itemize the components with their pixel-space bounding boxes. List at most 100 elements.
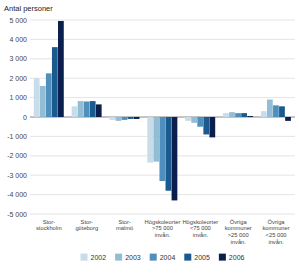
x-tick-label-line: invån. bbox=[155, 232, 171, 238]
x-tick-label-line: Stor- bbox=[118, 219, 131, 225]
x-tick-label-line: Övriga bbox=[230, 219, 248, 225]
bar bbox=[134, 117, 140, 119]
legend-item: 2003 bbox=[115, 254, 141, 262]
x-tick-label: Övrigakommuner>25 000invån. bbox=[225, 219, 252, 245]
grid-line bbox=[30, 39, 295, 40]
bar bbox=[166, 117, 172, 191]
x-tick-label-line: malmö bbox=[116, 225, 133, 231]
bar bbox=[229, 112, 235, 117]
y-tick-label: 3 000 bbox=[9, 55, 27, 62]
bar bbox=[203, 117, 209, 134]
x-tick-label: Stor-stockholm bbox=[36, 219, 62, 232]
legend-item: 2002 bbox=[81, 254, 107, 262]
x-tick-label-line: <25 000 bbox=[266, 232, 287, 238]
bar bbox=[46, 73, 52, 117]
y-ticks: -5 000 -4 000 -3 000 -2 000 -1 000 0 1 000 2 00… bbox=[7, 17, 27, 218]
bar bbox=[78, 101, 84, 117]
y-axis-label: Antal personer bbox=[4, 4, 53, 13]
grid-line bbox=[30, 20, 295, 21]
grid-line bbox=[30, 194, 295, 195]
bar bbox=[172, 117, 178, 200]
bar bbox=[223, 113, 229, 117]
legend-item: 2006 bbox=[219, 254, 245, 262]
bar bbox=[84, 101, 90, 117]
bar bbox=[116, 117, 122, 121]
bar bbox=[159, 117, 165, 181]
x-tick-label-line: stockholm bbox=[36, 225, 62, 231]
y-tick-label: -4 000 bbox=[7, 191, 27, 198]
bar bbox=[185, 117, 191, 121]
chart: -5 000 -4 000 -3 000 -2 000 -1 000 0 1 000 2 00… bbox=[0, 0, 299, 279]
legend-label: 2002 bbox=[91, 254, 107, 261]
legend: 2002 2003 2004 2005 2006 bbox=[81, 254, 245, 262]
bar bbox=[52, 47, 58, 117]
legend-swatch bbox=[184, 254, 191, 261]
bar bbox=[40, 86, 46, 117]
grid-line bbox=[30, 78, 295, 79]
x-tick-label-line: kommuner bbox=[225, 225, 252, 231]
x-tick-label-line: invån. bbox=[268, 239, 284, 245]
y-tick-label: 0 bbox=[23, 114, 27, 121]
grid-line bbox=[30, 214, 295, 215]
bar bbox=[235, 113, 241, 117]
x-tick-label: Högskoleorter<75 000invån. bbox=[182, 219, 218, 238]
x-tick-label-line: >75 000 bbox=[152, 225, 173, 231]
grid-line bbox=[30, 97, 295, 98]
legend-item: 2004 bbox=[150, 254, 176, 262]
bar bbox=[273, 105, 279, 117]
bar bbox=[34, 78, 40, 117]
y-tick-label: 4 000 bbox=[9, 36, 27, 43]
y-tick-label: 2 000 bbox=[9, 75, 27, 82]
x-tick-label: Stor-malmö bbox=[116, 219, 133, 232]
x-tick-label-line: Stor- bbox=[81, 219, 94, 225]
bar bbox=[247, 116, 253, 118]
bar bbox=[197, 117, 203, 127]
x-tick-label-line: Stor- bbox=[43, 219, 56, 225]
legend-label: 2004 bbox=[160, 254, 176, 261]
bar bbox=[279, 106, 285, 117]
x-tick-label-line: Högskoleorter bbox=[182, 219, 218, 225]
y-tick-label: -3 000 bbox=[7, 172, 27, 179]
y-tick-label: -5 000 bbox=[7, 211, 27, 218]
x-ticks: Stor-stockholmStor-göteborgStor-malmöHög… bbox=[36, 219, 290, 245]
x-tick-label: Högskoleorter>75 000invån. bbox=[145, 219, 181, 238]
x-tick-label-line: >25 000 bbox=[228, 232, 249, 238]
bar bbox=[96, 104, 102, 117]
legend-label: 2005 bbox=[194, 254, 210, 261]
x-tick-label: Stor-göteborg bbox=[75, 219, 98, 232]
bar bbox=[58, 21, 64, 117]
x-tick-label-line: invån. bbox=[231, 239, 247, 245]
y-tick-label: -1 000 bbox=[7, 133, 27, 140]
bars bbox=[34, 21, 291, 200]
bar bbox=[110, 117, 116, 120]
x-tick-label-line: invån. bbox=[193, 232, 209, 238]
y-tick-label: 1 000 bbox=[9, 94, 27, 101]
legend-label: 2003 bbox=[125, 254, 141, 261]
bar bbox=[147, 117, 153, 163]
grid bbox=[30, 20, 295, 214]
y-tick-label: 5 000 bbox=[9, 17, 27, 24]
legend-item: 2005 bbox=[184, 254, 210, 262]
bar bbox=[153, 117, 159, 162]
x-tick-label-line: kommuner bbox=[262, 225, 289, 231]
bar bbox=[128, 117, 134, 119]
grid-line bbox=[30, 58, 295, 59]
x-tick-label-line: Högskoleorter bbox=[145, 219, 181, 225]
x-tick-label: Övrigakommuner<25 000invån. bbox=[262, 219, 289, 245]
bar bbox=[122, 117, 128, 120]
legend-label: 2006 bbox=[229, 254, 245, 261]
legend-swatch bbox=[150, 254, 157, 261]
legend-swatch bbox=[115, 254, 122, 261]
x-tick-label-line: göteborg bbox=[75, 225, 98, 231]
bar bbox=[72, 106, 78, 117]
bar bbox=[209, 117, 215, 137]
legend-swatch bbox=[81, 254, 88, 261]
y-tick-label: -2 000 bbox=[7, 152, 27, 159]
bar bbox=[285, 117, 291, 121]
x-tick-label-line: Övriga bbox=[268, 219, 286, 225]
bar bbox=[261, 111, 267, 117]
x-tick-label-line: <75 000 bbox=[190, 225, 211, 231]
bar bbox=[191, 117, 197, 123]
bar bbox=[90, 101, 96, 117]
bar bbox=[267, 100, 273, 117]
